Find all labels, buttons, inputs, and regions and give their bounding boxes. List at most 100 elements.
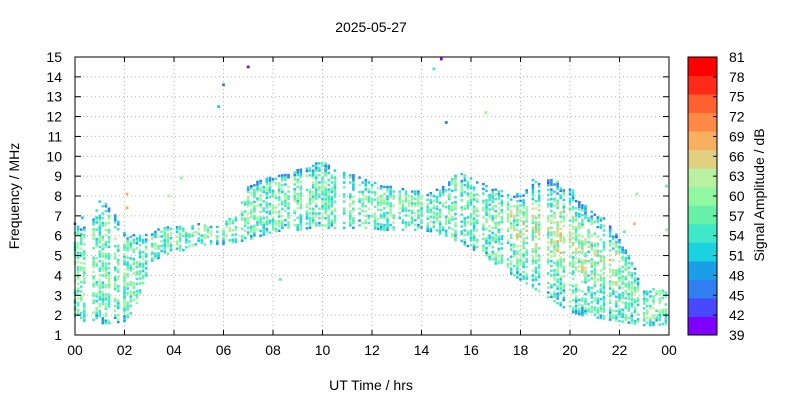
data-point [633, 310, 637, 313]
data-point [117, 275, 120, 278]
outlier-point [125, 206, 129, 210]
data-point [485, 189, 488, 192]
data-point [383, 211, 386, 215]
data-point [324, 186, 327, 189]
data-point [126, 313, 129, 316]
data-point [509, 236, 513, 239]
data-point [243, 224, 247, 228]
data-point [191, 225, 194, 228]
data-point [441, 193, 445, 196]
data-point [240, 215, 244, 218]
data-point [392, 190, 395, 193]
data-point [571, 220, 575, 223]
data-point [466, 202, 470, 205]
data-point [531, 250, 535, 253]
data-point [522, 270, 525, 274]
data-point [500, 216, 504, 219]
y-tick-label: 4 [54, 267, 62, 283]
data-point [126, 242, 129, 245]
data-point [262, 231, 265, 234]
data-point [624, 306, 627, 309]
data-point [129, 242, 132, 246]
data-point [522, 203, 525, 207]
data-point [488, 244, 491, 247]
data-point [448, 195, 451, 198]
data-point [559, 189, 562, 192]
data-point [451, 208, 454, 212]
data-point [95, 261, 98, 265]
data-point [259, 198, 262, 202]
data-point [472, 222, 476, 225]
data-point [574, 290, 578, 293]
data-point [593, 265, 597, 269]
data-point [305, 188, 309, 192]
data-point [293, 190, 296, 193]
data-point [500, 204, 504, 207]
data-point [333, 200, 337, 203]
data-point [163, 227, 166, 230]
data-point [407, 200, 411, 203]
data-point [627, 292, 631, 296]
data-point [568, 238, 572, 241]
data-point [135, 273, 139, 276]
data-point [228, 217, 231, 220]
data-point [466, 187, 470, 191]
data-point [472, 234, 476, 237]
data-point [509, 272, 513, 275]
data-point [92, 292, 95, 295]
data-point [516, 264, 519, 267]
data-point [287, 176, 290, 179]
data-point [123, 284, 126, 287]
data-point [587, 219, 590, 222]
data-point [519, 273, 522, 276]
data-point [166, 226, 170, 229]
data-point [352, 195, 355, 198]
data-point [584, 271, 587, 274]
data-point [234, 240, 238, 243]
data-point [556, 232, 559, 236]
data-point [658, 313, 661, 317]
data-point [117, 313, 120, 317]
data-point [92, 235, 95, 238]
data-point [311, 181, 315, 184]
x-tick-label: 08 [265, 342, 281, 358]
data-point [444, 205, 448, 209]
data-point [389, 202, 392, 205]
data-point [98, 231, 102, 234]
data-point [169, 227, 173, 230]
data-point [243, 200, 247, 204]
data-point [315, 178, 318, 182]
data-point [284, 183, 287, 186]
data-point [132, 284, 136, 287]
data-point [250, 187, 253, 190]
data-point [138, 248, 142, 252]
data-point [463, 243, 467, 246]
data-point [349, 202, 352, 206]
data-point [101, 267, 105, 270]
data-point [463, 179, 467, 182]
data-point [584, 243, 587, 246]
data-point [389, 192, 392, 196]
data-point [525, 253, 528, 256]
data-point [534, 235, 538, 239]
data-point [664, 296, 668, 299]
data-point [364, 195, 368, 198]
data-point [574, 211, 578, 215]
data-point [79, 242, 83, 246]
data-point [79, 280, 83, 284]
data-point [333, 176, 337, 179]
data-point [627, 309, 631, 312]
data-point [463, 224, 467, 227]
data-point [277, 210, 281, 213]
data-point [380, 223, 383, 226]
data-point [101, 319, 105, 322]
data-point [525, 241, 528, 245]
data-point [590, 277, 593, 280]
data-point [596, 299, 600, 303]
outlier-point [439, 57, 443, 61]
data-point [311, 174, 315, 177]
data-point [83, 312, 86, 315]
data-point [113, 316, 117, 319]
data-point [311, 214, 315, 218]
data-point [299, 175, 303, 178]
